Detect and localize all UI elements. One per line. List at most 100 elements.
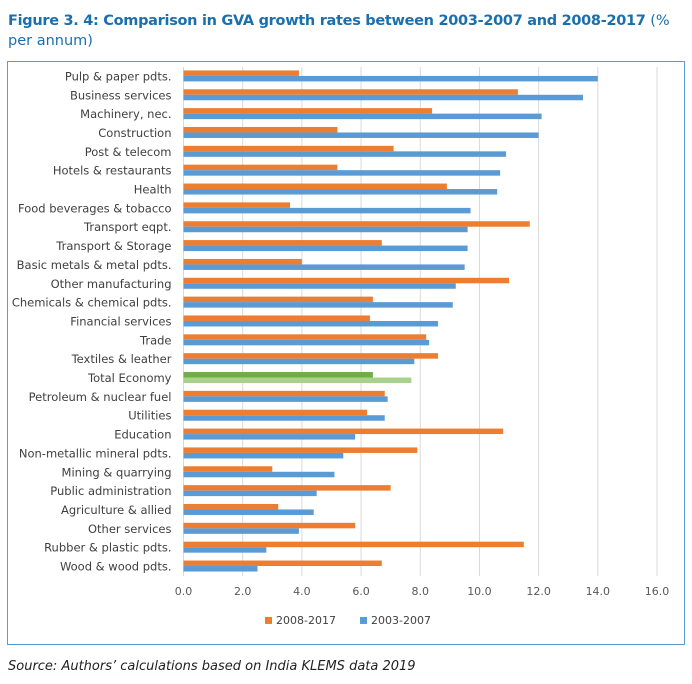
bar-2008-2017 xyxy=(183,353,439,359)
x-tick-label: 2.0 xyxy=(234,585,252,598)
x-tick-label: 6.0 xyxy=(352,585,370,598)
bar-2008-2017 xyxy=(183,522,356,529)
bar-2003-2007 xyxy=(183,471,335,478)
bar-2008-2017 xyxy=(183,503,279,510)
bar-2003-2007 xyxy=(183,528,299,534)
x-axis-ticks: 0.0 2.0 4.0 6.0 8.0 10.0 12.0 14.0 16.0 xyxy=(175,585,670,598)
source-note: Source: Authors’ calculations based on I… xyxy=(8,659,416,674)
bar-2008-2017 xyxy=(183,447,418,453)
bar-2003-2007 xyxy=(183,189,498,195)
bar-2008-2017 xyxy=(183,334,427,340)
bar-2008-2017 xyxy=(183,258,302,265)
bar-2008-2017 xyxy=(183,70,299,76)
category-label: Public administration xyxy=(50,484,171,498)
bar-2008-2017 xyxy=(183,541,524,548)
category-label: Agriculture & allied xyxy=(61,503,172,517)
category-label: Rubber & plastic pdts. xyxy=(44,541,171,555)
bars xyxy=(183,70,598,572)
bar-2008-2017 xyxy=(183,485,391,491)
legend-label: 2003-2007 xyxy=(371,614,431,627)
figure-title: Figure 3. 4: Comparison in GVA growth ra… xyxy=(8,11,688,51)
bar-2008-2017 xyxy=(183,277,510,284)
bar-2003-2007 xyxy=(183,264,465,270)
category-label: Machinery, nec. xyxy=(80,107,171,121)
category-label: Hotels & restaurants xyxy=(53,164,172,178)
x-tick-label: 4.0 xyxy=(293,585,311,598)
category-label: Chemicals & chemical pdts. xyxy=(12,296,172,310)
category-label: Construction xyxy=(98,126,171,140)
bar-2008-2017 xyxy=(183,390,385,397)
category-label: Transport eqpt. xyxy=(83,220,171,234)
category-label: Post & telecom xyxy=(85,145,172,159)
x-tick-label: 12.0 xyxy=(526,585,551,598)
category-label: Other manufacturing xyxy=(51,277,172,291)
category-label: Utilities xyxy=(128,409,171,423)
category-label: Total Economy xyxy=(87,371,172,385)
bar-2003-2007 xyxy=(183,207,471,214)
category-label: Mining & quarrying xyxy=(62,465,172,479)
category-label: Health xyxy=(134,183,172,197)
bar-2008-2017 xyxy=(183,126,338,133)
bar-2003-2007 xyxy=(183,396,388,402)
category-label: Education xyxy=(114,428,171,442)
bar-2008-2017 xyxy=(183,240,382,246)
legend-swatch-2003-2007 xyxy=(360,616,367,624)
x-tick-label: 8.0 xyxy=(412,585,430,598)
bar-2003-2007 xyxy=(183,302,453,308)
bar-2003-2007 xyxy=(183,113,542,120)
bar-2003-2007 xyxy=(183,75,598,82)
bar-2008-2017 xyxy=(183,202,291,208)
category-label: Petroleum & nuclear fuel xyxy=(29,390,172,404)
legend: 2008-2017 2003-2007 xyxy=(265,614,431,627)
bar-2003-2007 xyxy=(183,245,468,252)
bar-2008-2017 xyxy=(183,145,394,152)
bar-2008-2017 xyxy=(183,560,382,567)
category-label: Food beverages & tobacco xyxy=(18,201,171,215)
category-label: Textiles & leather xyxy=(71,352,172,366)
bar-2008-2017 xyxy=(183,164,338,171)
x-tick-label: 10.0 xyxy=(467,585,492,598)
category-label: Financial services xyxy=(70,314,171,328)
bar-chart: Pulp & paper pdts. Business services Machi… xyxy=(12,67,670,627)
bar-2003-2007 xyxy=(183,490,317,497)
category-label: Wood & wood pdts. xyxy=(60,560,172,574)
bar-2003-2007 xyxy=(183,452,344,459)
x-tick-label: 0.0 xyxy=(175,585,193,598)
bar-2008-2017 xyxy=(183,315,370,321)
bar-2003-2007 xyxy=(183,320,439,327)
bar-2008-2017 xyxy=(183,89,518,95)
bar-2003-2007 xyxy=(183,509,314,515)
bar-2008-2017 xyxy=(183,372,373,378)
category-label: Non-metallic mineral pdts. xyxy=(19,446,172,460)
bar-2008-2017 xyxy=(183,409,367,416)
bar-2003-2007 xyxy=(183,94,584,101)
category-label: Other services xyxy=(88,522,172,536)
bar-2003-2007 xyxy=(183,151,507,157)
bar-2003-2007 xyxy=(183,226,468,233)
chart-frame xyxy=(7,61,685,645)
bar-2003-2007 xyxy=(183,434,356,440)
bar-2003-2007 xyxy=(183,377,412,384)
category-labels: Pulp & paper pdts. Business services Machi… xyxy=(12,69,172,573)
bar-2008-2017 xyxy=(183,466,273,472)
legend-swatch-2008-2017 xyxy=(265,616,272,624)
bar-2003-2007 xyxy=(183,132,539,138)
category-label: Pulp & paper pdts. xyxy=(65,69,172,83)
category-label: Transport & Storage xyxy=(55,239,171,253)
category-label: Trade xyxy=(139,333,172,347)
bar-2008-2017 xyxy=(183,221,530,227)
bar-2003-2007 xyxy=(183,339,430,346)
bar-2003-2007 xyxy=(183,283,456,289)
category-label: Basic metals & metal pdts. xyxy=(17,258,172,272)
bar-2008-2017 xyxy=(183,428,504,435)
x-tick-label: 14.0 xyxy=(586,585,611,598)
figure-title-unit: (% per annum) xyxy=(8,13,670,49)
legend-label: 2008-2017 xyxy=(276,614,336,627)
bar-2008-2017 xyxy=(183,296,373,303)
bar-2008-2017 xyxy=(183,108,433,114)
bar-2008-2017 xyxy=(183,183,447,190)
bar-2003-2007 xyxy=(183,547,267,553)
bar-2003-2007 xyxy=(183,170,501,176)
bar-2003-2007 xyxy=(183,358,415,365)
category-label: Business services xyxy=(70,88,172,102)
